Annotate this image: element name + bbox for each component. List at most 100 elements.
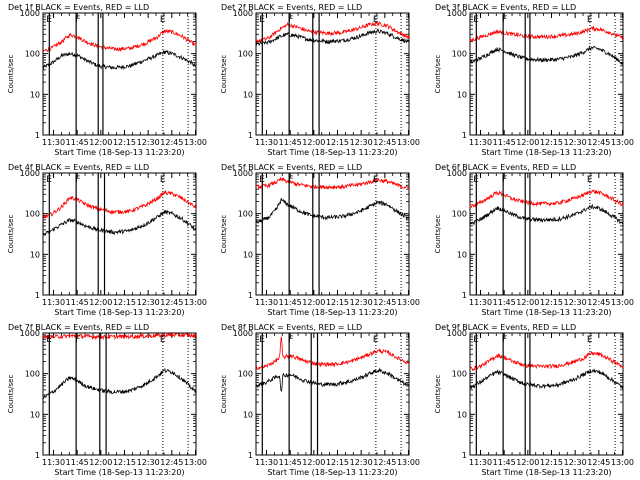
x-axis-label: Start Time (18-Sep-13 11:23:20)	[267, 468, 397, 477]
interval-label: E	[587, 15, 593, 25]
x-tick-label: 11:45	[279, 458, 302, 467]
x-tick-label: 13:00	[397, 138, 420, 147]
y-tick-label: 1	[248, 451, 253, 460]
x-tick-label: 12:30	[564, 298, 587, 307]
x-tick-label: 11:45	[279, 138, 302, 147]
x-tick-label: 11:45	[493, 138, 516, 147]
interval-label: E	[259, 175, 265, 185]
x-tick-label: 13:00	[611, 458, 634, 467]
interval-label: E	[259, 335, 265, 345]
interval-label: E	[587, 335, 593, 345]
series-line-lld	[42, 331, 197, 341]
x-tick-label: 12:00	[302, 458, 325, 467]
y-tick-label: 1	[35, 291, 40, 300]
y-tick-label: 10	[243, 90, 253, 99]
series-line-events	[42, 49, 197, 71]
plot-frame	[255, 172, 410, 296]
interval-label: E	[373, 15, 379, 25]
y-tick-label: 100	[25, 370, 40, 379]
x-tick-label: 12:30	[350, 458, 373, 467]
x-tick-label: 13:00	[611, 298, 634, 307]
x-tick-label: 12:45	[587, 458, 610, 467]
chart-title: Det 8f BLACK = Events, RED = LLD	[221, 323, 362, 332]
interval-label: F	[288, 15, 293, 25]
interval-label: E	[473, 335, 479, 345]
y-tick-label: 1000	[20, 329, 40, 338]
plot-frame	[42, 332, 197, 456]
x-tick-label: 11:30	[42, 458, 65, 467]
series-line-events	[255, 28, 410, 46]
x-tick-label: 11:30	[469, 458, 492, 467]
series-line-lld	[43, 189, 197, 220]
interval-label: F	[502, 175, 507, 185]
series-line-events	[470, 45, 624, 66]
series-line-events	[42, 209, 197, 236]
y-tick-label: 100	[238, 50, 253, 59]
x-tick-label: 12:45	[160, 138, 183, 147]
y-axis-label: Counts/sec	[7, 55, 15, 94]
x-tick-label: 11:45	[493, 458, 516, 467]
series-line-lld	[469, 351, 624, 372]
chart-title: Det 1f BLACK = Events, RED = LLD	[8, 3, 149, 12]
y-tick-label: 1000	[20, 9, 40, 18]
x-tick-label: 13:00	[184, 458, 207, 467]
x-axis-label: Start Time (18-Sep-13 11:23:20)	[481, 468, 611, 477]
chart-title: Det 7f BLACK = Events, RED = LLD	[8, 323, 149, 332]
y-tick-label: 100	[238, 370, 253, 379]
x-tick-label: 12:15	[326, 298, 349, 307]
interval-label: F	[75, 175, 80, 185]
chart-title: Det 5f BLACK = Events, RED = LLD	[221, 163, 362, 172]
x-tick-label: 12:45	[373, 458, 396, 467]
y-tick-label: 100	[452, 370, 467, 379]
x-tick-label: 11:45	[66, 458, 89, 467]
y-tick-label: 100	[238, 210, 253, 219]
x-tick-label: 11:30	[42, 298, 65, 307]
y-axis-label: Counts/sec	[434, 55, 442, 94]
y-tick-label: 10	[457, 410, 467, 419]
chart-title: Det 4f BLACK = Events, RED = LLD	[8, 163, 149, 172]
chart-panel-9: Det 9f BLACK = Events, RED = LLD 1 10 100 10…	[434, 323, 634, 477]
y-tick-label: 1000	[233, 169, 253, 178]
interval-label: E	[587, 175, 593, 185]
x-tick-label: 12:45	[160, 298, 183, 307]
x-tick-label: 12:15	[113, 298, 136, 307]
y-axis-label: Counts/sec	[434, 375, 442, 414]
x-tick-label: 12:00	[89, 138, 112, 147]
y-tick-label: 1	[462, 291, 467, 300]
series-line-lld	[42, 28, 197, 53]
interval-label: E	[259, 15, 265, 25]
y-tick-label: 1	[462, 451, 467, 460]
y-tick-label: 10	[457, 250, 467, 259]
chart-title: Det 6f BLACK = Events, RED = LLD	[435, 163, 576, 172]
x-tick-label: 12:15	[113, 458, 136, 467]
x-axis-label: Start Time (18-Sep-13 11:23:20)	[267, 148, 397, 157]
chart-panel-7: Det 7f BLACK = Events, RED = LLD 1 10 100 10…	[7, 323, 207, 477]
interval-label: F	[502, 335, 507, 345]
y-tick-label: 100	[25, 210, 40, 219]
series-line-events	[255, 367, 410, 393]
x-tick-label: 12:30	[137, 138, 160, 147]
y-tick-label: 1000	[233, 9, 253, 18]
series-line-lld	[469, 25, 624, 43]
y-axis-label: Counts/sec	[7, 375, 15, 414]
interval-label: E	[46, 15, 52, 25]
series-line-events	[469, 368, 624, 390]
y-tick-label: 10	[30, 250, 40, 259]
y-axis-label: Counts/sec	[220, 375, 228, 414]
interval-label: E	[160, 175, 166, 185]
y-tick-label: 1	[35, 131, 40, 140]
interval-label: E	[160, 15, 166, 25]
series-line-lld	[255, 336, 410, 371]
x-tick-label: 12:45	[587, 138, 610, 147]
series-line-events	[255, 197, 410, 224]
interval-label: F	[75, 335, 80, 345]
interval-label: E	[373, 335, 379, 345]
x-axis-label: Start Time (18-Sep-13 11:23:20)	[54, 148, 184, 157]
plot-frame	[469, 332, 624, 456]
y-tick-label: 1000	[447, 9, 467, 18]
x-tick-label: 12:00	[302, 138, 325, 147]
x-axis-label: Start Time (18-Sep-13 11:23:20)	[481, 308, 611, 317]
y-tick-label: 1000	[447, 169, 467, 178]
y-axis-label: Counts/sec	[220, 215, 228, 254]
interval-label: E	[373, 175, 379, 185]
